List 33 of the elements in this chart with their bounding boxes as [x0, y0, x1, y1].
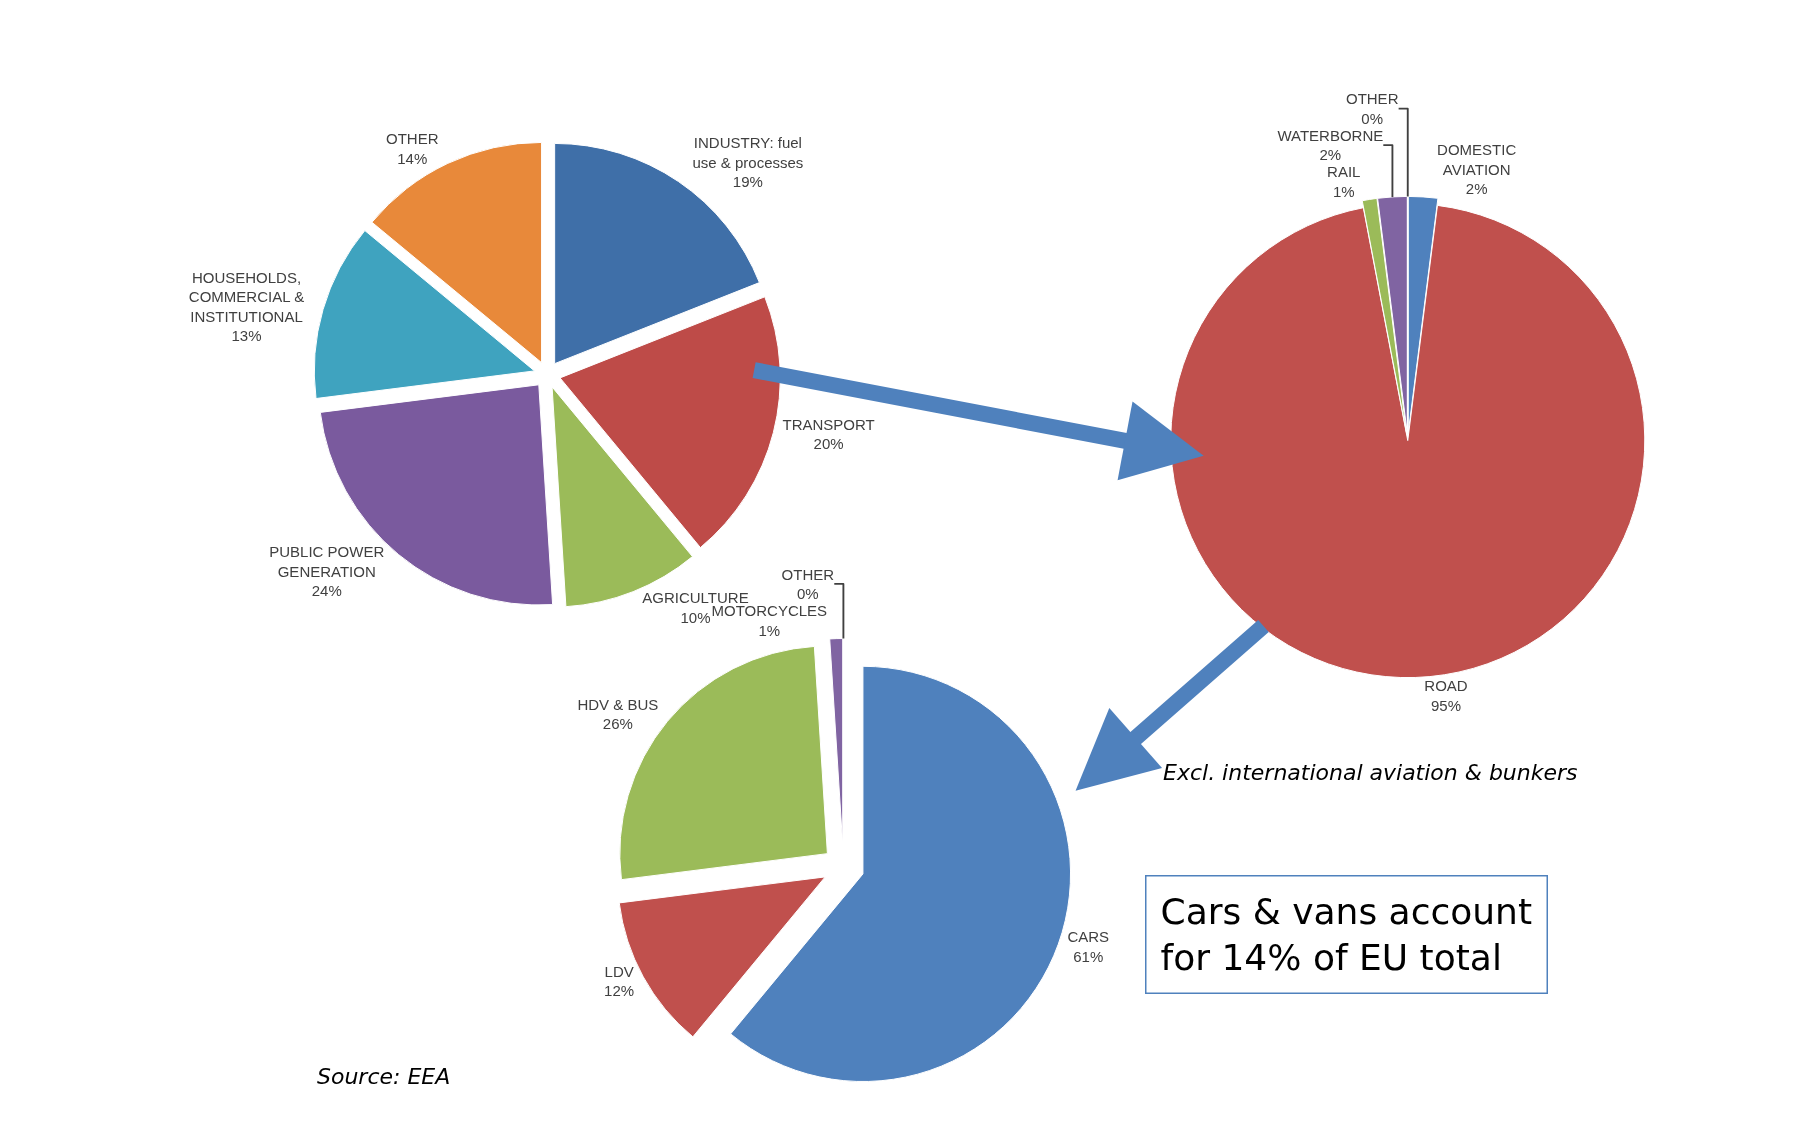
data-label: 2%	[1319, 146, 1342, 164]
category-label: OTHER	[781, 565, 835, 583]
slice-label: OTHER	[386, 130, 439, 148]
text: Cars & vans account for 14% of EU total	[1160, 890, 1533, 979]
slice-label: LDV	[604, 962, 634, 980]
slice-label: RAIL	[1327, 163, 1361, 181]
data-label: 24%	[311, 582, 342, 600]
data-label: 1%	[1332, 182, 1355, 200]
data-label: 13%	[231, 327, 262, 345]
slice-label: HDV & BUS	[577, 695, 659, 713]
text: 0%	[797, 585, 819, 603]
slice-label: TRANSPORT	[782, 415, 875, 433]
data-label: 19%	[732, 173, 763, 191]
slice-label: ROAD	[1424, 677, 1468, 695]
text: 0%	[1361, 109, 1384, 127]
slice-label: PUBLIC POWER GENERATION	[269, 543, 385, 580]
slice-label: WATERBORNE	[1277, 126, 1384, 144]
slice-label: CARS	[1067, 928, 1110, 946]
data-label: 95%	[1430, 696, 1462, 714]
slice-label: DOMESTIC AVIATION	[1437, 141, 1517, 178]
data-label: 2%	[1465, 180, 1488, 198]
text: Excl. international aviation & bunkers	[1163, 760, 1578, 785]
data-label: 14%	[397, 149, 428, 167]
slice-label: INDUSTRY: fuel use & processes	[692, 134, 804, 171]
data-label: 10%	[680, 608, 711, 626]
slice-label: HOUSEHOLDS, COMMERCIAL & INSTITUTIONAL	[188, 268, 305, 325]
data-label: 1%	[758, 621, 781, 639]
data-label: 20%	[813, 435, 844, 453]
source-note: Source: EEA	[317, 1064, 451, 1089]
data-label: 12%	[604, 982, 635, 1000]
data-label: 26%	[602, 715, 633, 733]
data-label: 61%	[1073, 947, 1104, 965]
category-label: OTHER	[1345, 90, 1399, 108]
